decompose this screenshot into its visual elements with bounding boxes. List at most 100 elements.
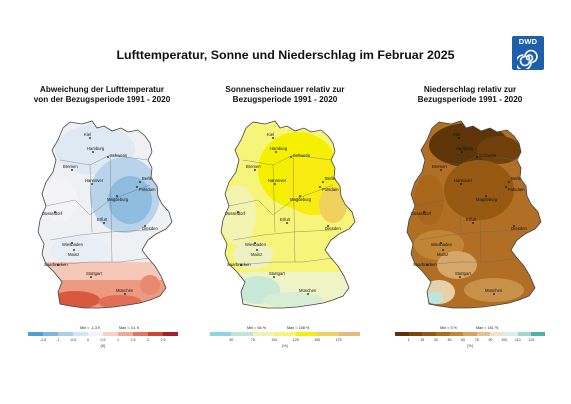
city-label: Berlin <box>325 176 336 181</box>
city-label: München <box>116 288 134 293</box>
sun-city-labels: Kiel Hamburg Schwerin Bremen Hannover Be… <box>225 132 341 295</box>
colorbar-swatch <box>133 332 148 336</box>
colorbar-swatch <box>490 332 505 336</box>
colorbar-swatch <box>73 332 88 336</box>
colorbar-tick-label: 0,5 <box>100 338 106 342</box>
rain-max-label: Max = 161 % <box>476 326 499 330</box>
colorbar-swatch <box>463 332 477 336</box>
rain-panel-title: Niederschlag relativ zur Bezugsperiode 1… <box>390 85 550 105</box>
colorbar-tick-label: 175 <box>335 338 342 342</box>
sun-title-line2: Bezugsperiode 1991 - 2020 <box>232 95 338 104</box>
city-label: Düsseldorf <box>411 211 432 216</box>
colorbar-tick-label: 1 <box>117 338 119 342</box>
city-label: Stuttgart <box>86 271 103 276</box>
colorbar-tick-label: 75 <box>250 338 255 342</box>
colorbar-tick-label: 100 <box>501 338 508 342</box>
colorbar-tick-label: 50 <box>229 338 234 342</box>
city-label: Kiel <box>453 132 460 137</box>
city-label: Dresden <box>325 226 341 231</box>
colorbar-swatch <box>338 332 360 336</box>
sunshine-map: Kiel Hamburg Schwerin Bremen Hannover Be… <box>220 120 356 309</box>
colorbar-swatch <box>476 332 491 336</box>
colorbar-swatch <box>231 332 253 336</box>
precipitation-map: Kiel Hamburg Schwerin Bremen Hannover Be… <box>406 120 542 309</box>
city-label: Erfurt <box>280 217 291 222</box>
city-label: Kiel <box>267 132 274 137</box>
city-label: Wiesbaden <box>245 242 267 247</box>
city-label: Mainz <box>437 252 448 257</box>
city-label: Hannover <box>454 178 473 183</box>
colorbar-tick-label: 100 <box>271 338 278 342</box>
colorbar-tick-label: 15 <box>420 338 425 342</box>
temp-city-labels: Kiel Hamburg Schwerin Bremen Hannover Be… <box>42 132 158 295</box>
colorbar-swatch <box>148 332 163 336</box>
colorbar-tick-label: 125 <box>528 338 535 342</box>
dwd-logo-text: DWD <box>518 37 538 46</box>
temp-panel-title: Abweichung der Lufttemperatur von der Be… <box>22 85 182 105</box>
city-label: Wiesbaden <box>62 242 84 247</box>
city-label: Magdeburg <box>107 197 129 202</box>
colorbar-swatch <box>295 332 318 336</box>
colorbar-swatch <box>422 332 436 336</box>
city-label: Saarbrücken <box>413 262 437 267</box>
colorbar-swatch <box>395 332 409 336</box>
colorbar-swatch <box>210 332 232 336</box>
colorbar-tick-label: -2,5 <box>39 338 47 342</box>
page-title: Lufttemperatur, Sonne und Niederschlag i… <box>116 48 455 62</box>
temp-unit: [K] <box>100 344 106 348</box>
city-label: Saarbrücken <box>44 262 68 267</box>
city-label: Berlin <box>142 176 153 181</box>
city-label: Magdeburg <box>476 197 498 202</box>
city-label: München <box>299 288 317 293</box>
city-label: Hannover <box>85 178 104 183</box>
city-label: Erfurt <box>97 217 108 222</box>
rain-colorbar <box>395 332 546 336</box>
colorbar-tick-label: 110 <box>514 338 521 342</box>
colorbar-tick-label: 1 <box>407 338 410 342</box>
city-label: Schwerin <box>110 153 128 158</box>
colorbar-tick-label: 75 <box>474 338 479 342</box>
colorbar-swatch <box>317 332 339 336</box>
sun-max-label: Max = 158 % <box>287 326 310 330</box>
temp-max-label: Max = 3,1 K <box>119 326 140 330</box>
city-label: Saarbrücken <box>227 262 251 267</box>
city-label: Düsseldorf <box>42 211 63 216</box>
sun-colorbar <box>210 332 360 336</box>
city-label: Magdeburg <box>290 197 312 202</box>
sun-panel-title: Sonnenscheindauer relativ zur Bezugsperi… <box>205 85 365 105</box>
colorbar-tick-label: 125 <box>292 338 299 342</box>
sun-title-line1: Sonnenscheindauer relativ zur <box>225 85 345 94</box>
colorbar-tick-label: -1 <box>56 338 60 342</box>
city-label: Bremen <box>246 164 261 169</box>
colorbar-tick-label: 2 <box>147 338 149 342</box>
city-label: Stuttgart <box>269 271 286 276</box>
colorbar-swatch <box>531 332 546 336</box>
city-label: Hannover <box>268 178 287 183</box>
sun-min-label: Min = 64 % <box>247 326 267 330</box>
colorbar-swatch <box>163 332 178 336</box>
colorbar-swatch <box>252 332 275 336</box>
temp-title-line1: Abweichung der Lufttemperatur <box>39 85 165 94</box>
colorbar-tick-label: 150 <box>314 338 321 342</box>
temp-colorbar <box>28 332 178 336</box>
colorbar-swatch <box>58 332 73 336</box>
city-label: Düsseldorf <box>225 211 246 216</box>
colorbar-tick-label: 90 <box>488 338 493 342</box>
city-label: Schwerin <box>479 153 497 158</box>
city-label: Kiel <box>84 132 91 137</box>
colorbar-swatch <box>103 332 118 336</box>
colorbar-swatch <box>408 332 423 336</box>
city-label: Schwerin <box>293 153 311 158</box>
colorbar-swatch <box>504 332 518 336</box>
city-label: Erfurt <box>466 217 477 222</box>
colorbar-tick-label: 2,5 <box>160 338 166 342</box>
rain-min-label: Min = 5 % <box>440 326 457 330</box>
temperature-map: Kiel Hamburg Schwerin Bremen Hannover Be… <box>37 120 173 309</box>
rain-title-line1: Niederschlag relativ zur <box>423 85 517 94</box>
city-label: Potsdam <box>322 187 339 192</box>
city-label: Berlin <box>511 176 522 181</box>
temp-min-label: Min = -1,3 K <box>80 326 101 330</box>
colorbar-tick-label: 30 <box>433 338 438 342</box>
spiral-icon <box>517 49 538 69</box>
temp-title-line2: von der Bezugsperiode 1991 - 2020 <box>33 95 171 104</box>
